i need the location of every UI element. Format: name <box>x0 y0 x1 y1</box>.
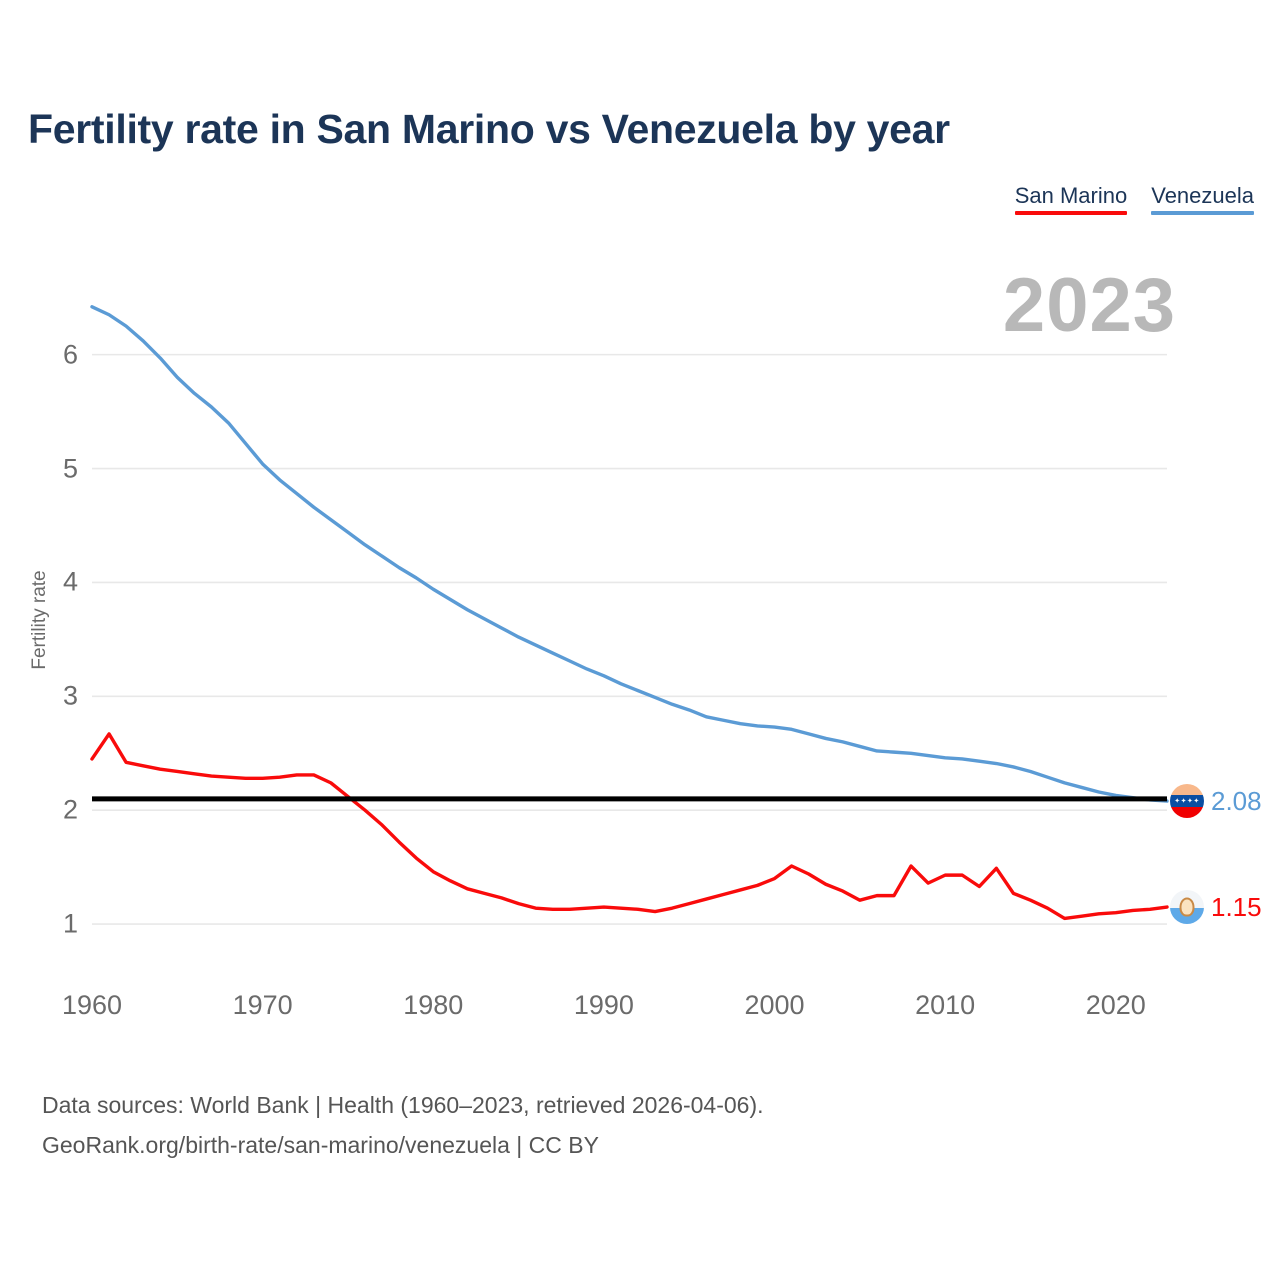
x-axis-tick-label: 2000 <box>744 990 805 1020</box>
series-line-san-marino[interactable] <box>90 732 1169 921</box>
y-axis-tick-label: 6 <box>62 339 78 370</box>
chart-legend: San Marino Venezuela <box>1014 183 1254 215</box>
y-axis-tick-label: 5 <box>62 453 78 483</box>
footer-source-line-1: Data sources: World Bank | Health (1960–… <box>42 1092 764 1118</box>
x-axis-tick-label: 1960 <box>61 990 123 1020</box>
legend-rule-venezuela <box>1151 211 1254 215</box>
x-axis-tick-label: 1990 <box>573 990 634 1020</box>
san-marino-endpoint: 1.15 <box>1170 890 1262 924</box>
y-axis-tick-label: 2 <box>62 794 78 825</box>
page-title: Fertility rate in San Marino vs Venezuel… <box>28 106 950 152</box>
x-axis-tick-label: 1970 <box>232 990 293 1020</box>
x-axis-tick-label: 2010 <box>915 990 976 1020</box>
y-axis-tick-label: 3 <box>62 680 78 711</box>
venezuela-flag-icon: ✦✦✦✦ <box>1170 784 1204 819</box>
x-axis-tick-label: 1980 <box>403 990 464 1020</box>
y-axis-title: Fertility rate <box>29 570 50 670</box>
legend-label-venezuela: Venezuela <box>1151 183 1254 208</box>
venezuela-endpoint-value: 2.08 <box>1211 785 1262 816</box>
san-marino-endpoint-value: 1.15 <box>1211 891 1262 922</box>
footer-source-line-2: GeoRank.org/birth-rate/san-marino/venezu… <box>42 1132 599 1158</box>
y-axis-tick-label: 4 <box>62 566 78 597</box>
legend-item-san-marino[interactable]: San Marino <box>1014 183 1128 215</box>
chart-svg <box>90 305 1169 925</box>
year-watermark: 2023 <box>1002 263 1176 348</box>
plot-area: Fertility rate 1 2 3 4 5 6 1960 1970 1980 1990 200… <box>29 284 1169 1020</box>
x-axis-tick-label: 2020 <box>1085 990 1146 1020</box>
legend-item-venezuela[interactable]: Venezuela <box>1151 183 1254 215</box>
legend-label-san-marino: San Marino <box>1014 183 1128 208</box>
san-marino-flag-icon <box>1170 890 1204 924</box>
series-line-venezuela[interactable] <box>90 305 1169 803</box>
y-axis-tick-label: 1 <box>62 908 78 939</box>
legend-rule-san-marino <box>1014 211 1128 215</box>
venezuela-endpoint: ✦✦✦✦ 2.08 <box>1170 784 1262 819</box>
